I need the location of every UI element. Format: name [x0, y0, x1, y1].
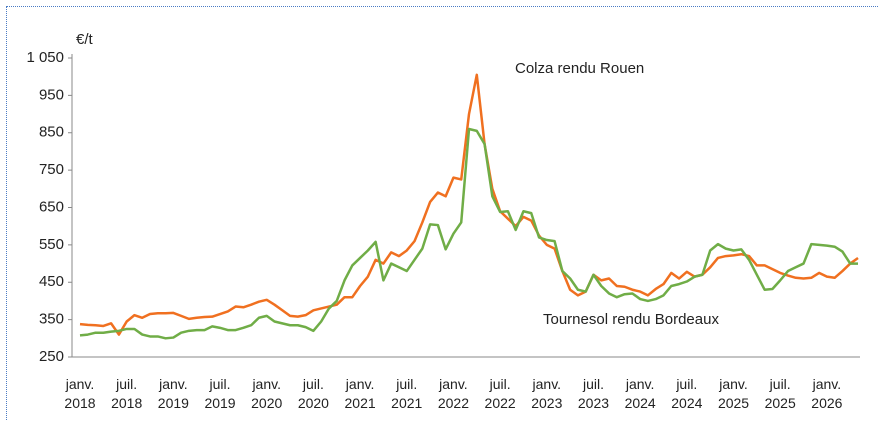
y-tick-label: 350 [39, 311, 64, 328]
x-tick-label: janv. 2025 [717, 376, 750, 411]
y-tick-label: 550 [39, 236, 64, 253]
series-line [79, 73, 859, 336]
x-tick-label: janv. 2021 [344, 376, 376, 411]
y-tick-label: 450 [39, 273, 64, 290]
series-label: Tournesol rendu Bordeaux [543, 311, 719, 328]
x-tick-label: janv. 2020 [251, 376, 283, 411]
y-axis-label: €/t [76, 31, 94, 48]
y-tick-label: 850 [39, 124, 64, 141]
x-tick-label: juil. 2021 [391, 376, 423, 411]
frame [6, 6, 878, 421]
x-tick-label: juil. 2023 [577, 376, 610, 411]
x-tick-label: janv. 2024 [624, 376, 656, 411]
y-tick-label: 250 [39, 348, 64, 365]
series-label: Colza rendu Rouen [515, 60, 644, 77]
x-tick-label: juil. 2025 [764, 376, 796, 411]
x-tick-label: juil. 2024 [671, 376, 703, 411]
x-tick-label: janv. 2022 [437, 376, 470, 411]
series-line [79, 127, 858, 340]
x-tick-label: janv. 2026 [811, 376, 843, 411]
y-tick-label: 650 [39, 198, 64, 215]
x-tick-label: juil. 2022 [484, 376, 516, 411]
x-tick-label: janv. 2019 [157, 376, 189, 411]
y-tick-label: 1 050 [26, 49, 64, 66]
x-tick-label: janv. 2018 [64, 376, 96, 411]
x-tick-label: juil. 2020 [297, 376, 329, 411]
x-tick-label: janv. 2023 [531, 376, 563, 411]
y-tick-label: 950 [39, 86, 64, 103]
y-tick-label: 750 [39, 161, 64, 178]
x-tick-label: juil. 2019 [204, 376, 236, 411]
x-tick-label: juil. 2018 [111, 376, 143, 411]
